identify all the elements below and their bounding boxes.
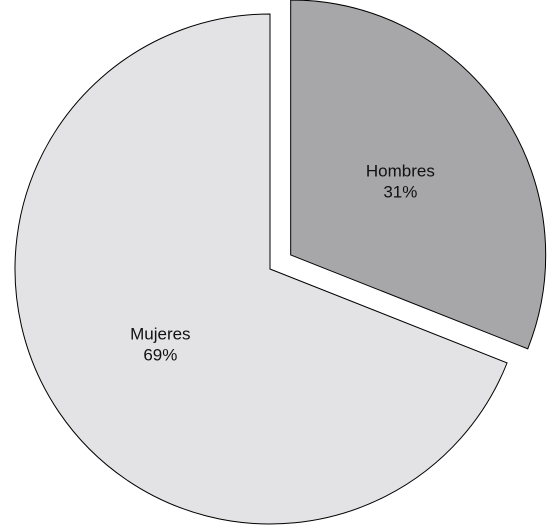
pie-slice-value-label: 31%: [383, 182, 417, 201]
pie-slice-mujeres: [14, 13, 508, 525]
pie-slice-label: Mujeres: [130, 325, 190, 344]
pie-slices: [14, 0, 547, 525]
pie-slice-hombres: [290, 0, 547, 350]
pie-labels: Hombres 31% Mujeres 69%: [130, 161, 435, 364]
pie-slice-value-label: 69%: [143, 346, 177, 365]
pie-slice-label: Hombres: [366, 161, 435, 180]
